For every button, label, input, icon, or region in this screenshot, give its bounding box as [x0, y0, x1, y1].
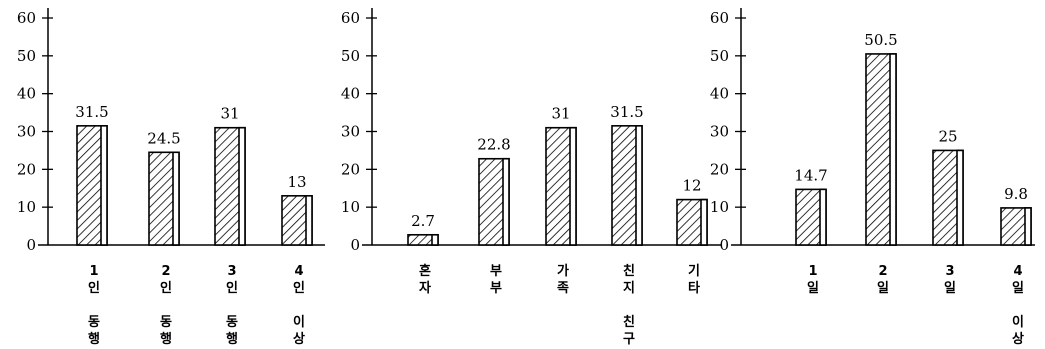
y-tick-label: 60 [17, 9, 36, 27]
y-tick-label: 50 [17, 47, 36, 65]
category-label: 상 [1012, 332, 1024, 347]
category-label: 인 [160, 280, 172, 296]
category-label: 4 [294, 264, 303, 279]
data-label: 13 [287, 173, 306, 191]
bar-edge [305, 195, 313, 246]
data-label: 31 [551, 105, 570, 123]
bar-edge [819, 188, 827, 246]
data-label: 31.5 [610, 103, 643, 121]
bar-edge [956, 149, 964, 246]
y-tick-label: 50 [341, 47, 360, 65]
bar-edge [635, 125, 643, 246]
y-tick-label: 10 [341, 198, 360, 216]
y-tick-label: 0 [26, 236, 36, 254]
category-label: 4 [1013, 264, 1022, 279]
category-label: 족 [557, 281, 569, 296]
category-label: 친 [623, 315, 635, 330]
category-label: 이 [1012, 314, 1024, 330]
data-label: 31.5 [75, 103, 108, 121]
data-label: 25 [938, 127, 957, 145]
category-label: 상 [293, 332, 305, 347]
bar-edge [100, 125, 108, 246]
y-tick-label: 50 [710, 47, 729, 65]
category-label: 행 [226, 331, 238, 347]
data-label: 14.7 [794, 166, 827, 184]
category-label: 친 [623, 264, 635, 279]
bar-edge [700, 198, 708, 246]
category-label: 2 [161, 264, 170, 279]
bar-edge [238, 126, 246, 246]
category-label: 2 [878, 264, 887, 279]
category-label: 행 [88, 331, 100, 347]
category-label: 행 [160, 331, 172, 347]
category-label: 1 [89, 264, 98, 279]
data-label: 31 [220, 105, 239, 123]
y-tick-label: 0 [350, 236, 360, 254]
category-label: 동 [160, 315, 172, 330]
y-tick-label: 20 [17, 160, 36, 178]
bar-edge [1024, 207, 1032, 246]
category-label: 일 [944, 281, 956, 296]
category-label: 3 [227, 264, 236, 279]
y-tick-label: 10 [17, 198, 36, 216]
category-label: 일 [807, 281, 819, 296]
y-tick-label: 20 [341, 160, 360, 178]
bar-edge [889, 53, 897, 246]
category-label: 기 [688, 264, 700, 279]
data-label: 24.5 [147, 129, 180, 147]
category-label: 자 [419, 281, 431, 296]
category-label: 혼 [419, 263, 431, 279]
category-label: 일 [1012, 281, 1024, 296]
y-tick-label: 30 [17, 123, 36, 141]
bar-edge [569, 126, 577, 246]
category-label: 이 [293, 314, 305, 330]
bar-edge [172, 151, 180, 246]
category-label: 인 [88, 280, 100, 296]
data-label: 2.7 [411, 212, 435, 230]
category-label: 동 [226, 315, 238, 330]
category-label: 1 [808, 264, 817, 279]
category-label: 인 [293, 280, 305, 296]
category-label: 일 [877, 281, 889, 296]
y-tick-label: 40 [17, 85, 36, 103]
y-tick-label: 10 [710, 198, 729, 216]
y-tick-label: 30 [341, 123, 360, 141]
bar-edge [502, 157, 510, 246]
category-label: 3 [945, 264, 954, 279]
category-label: 타 [688, 280, 700, 296]
data-label: 9.8 [1004, 185, 1028, 203]
category-label: 지 [623, 281, 635, 296]
category-label: 구 [623, 332, 635, 347]
data-label: 22.8 [477, 136, 510, 154]
y-tick-label: 30 [710, 123, 729, 141]
y-tick-label: 20 [710, 160, 729, 178]
category-label: 동 [88, 315, 100, 330]
y-tick-label: 60 [710, 9, 729, 27]
chart-3: 0 10 20 30 40 50 60 14.7 1 일 50.5 2 일 25 3 일 9.8 4 일이상 [710, 8, 1035, 347]
data-label: 12 [682, 177, 701, 195]
y-tick-label: 40 [341, 85, 360, 103]
data-label: 50.5 [864, 31, 897, 49]
y-tick-label: 60 [341, 9, 360, 27]
category-label: 가 [557, 264, 569, 279]
y-tick-label: 0 [719, 236, 729, 254]
bar-edge [431, 233, 439, 246]
category-label: 인 [226, 280, 238, 296]
chart-1: 010203040506031.51인동행24.52인동행313인동행134인이… [17, 8, 325, 347]
category-label: 부 [490, 264, 502, 279]
category-label: 부 [490, 281, 502, 296]
y-tick-label: 40 [710, 85, 729, 103]
